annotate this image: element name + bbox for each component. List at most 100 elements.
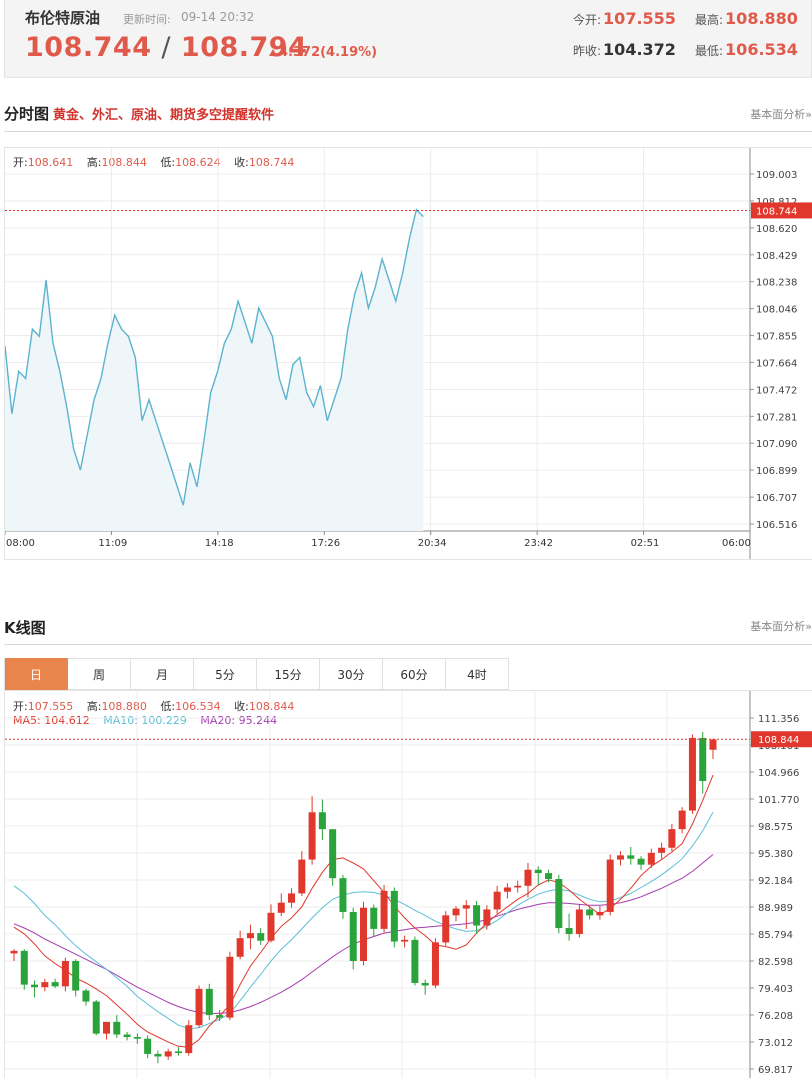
kline-title: K线图 [4, 619, 46, 637]
candle-body [174, 1051, 182, 1054]
x-tick-label: 08:00 [6, 538, 35, 549]
tab-month[interactable]: 月 [131, 658, 194, 690]
last-price-tag [751, 731, 812, 748]
high-stat: 最高: 108.880 [695, 9, 798, 28]
candle-body [699, 737, 707, 782]
low-value: 106.534 [725, 40, 798, 59]
candle-body [226, 956, 234, 1018]
price-change-value: 4.372(4.19%) [279, 45, 378, 60]
low-stat: 最低: 106.534 [695, 40, 798, 59]
ma5-line [13, 774, 714, 1048]
intraday-chart[interactable]: 109.003 108.812 108.620 108.429 108.238 108.0… [5, 148, 812, 559]
candle-body [236, 938, 244, 957]
candle-body [257, 933, 265, 941]
candle-body [627, 855, 635, 859]
high-value: 108.880 [725, 9, 798, 28]
y-tick-label: 109.003 [756, 170, 797, 181]
open-value: 107.555 [603, 9, 676, 28]
high-label: 最高: [695, 13, 724, 27]
candle-body [267, 912, 275, 941]
y-tick-label: 95.380 [758, 849, 793, 860]
candle-body [545, 873, 553, 880]
tab-4hour[interactable]: 4时 [446, 658, 509, 690]
candle-body [51, 982, 59, 987]
kline-section-title: K线图 [4, 617, 46, 638]
intraday-high-value: 108.844 [101, 156, 147, 169]
y-tick-label: 108.429 [756, 251, 797, 262]
candle-body [61, 960, 69, 987]
intraday-promo-link[interactable]: 黄金、外汇、原油、期货多空提醒软件 [53, 108, 275, 123]
y-tick-label: 73.012 [758, 1038, 793, 1049]
intraday-low-label: 低: [160, 156, 176, 169]
candle-body [20, 950, 28, 985]
y-tick-label: 98.575 [758, 822, 793, 833]
intraday-divider [4, 131, 812, 132]
intraday-title: 分时图 [4, 105, 50, 123]
price-change: 4.372(4.19%) [269, 45, 377, 60]
prev-close-label: 昨收: [573, 44, 602, 58]
y-tick-label: 107.664 [756, 358, 797, 369]
candle-body [452, 908, 460, 916]
candle-body [411, 939, 419, 983]
candle-body [82, 990, 90, 1002]
candle-body [318, 812, 326, 830]
x-tick-label: 20:34 [418, 538, 447, 549]
candle-body [462, 905, 470, 909]
x-tick-label: 14:18 [205, 538, 234, 549]
candle-body [349, 911, 357, 961]
candle-body [616, 855, 624, 860]
candle-body [390, 890, 398, 942]
kline-high-label: 高: [86, 700, 102, 713]
x-tick-label: 23:42 [524, 538, 553, 549]
candle-body [514, 885, 522, 888]
candle-body [277, 902, 285, 913]
tab-day[interactable]: 日 [5, 658, 68, 690]
candle-body [41, 982, 49, 988]
x-tick-label: 11:09 [98, 538, 127, 549]
candle-body [185, 1025, 193, 1054]
candle-body [92, 1001, 100, 1034]
arrow-up-icon [269, 49, 277, 56]
open-label: 今开: [573, 13, 602, 27]
candle-body [678, 810, 686, 830]
kline-chart[interactable]: 111.356108.161104.966101.77098.57595.380… [5, 691, 812, 1078]
kline-high-value: 108.880 [101, 700, 147, 713]
kline-divider [4, 644, 812, 645]
kline-open-value: 107.555 [27, 700, 74, 713]
y-tick-label: 104.966 [758, 768, 799, 779]
tab-60min[interactable]: 60分 [383, 658, 446, 690]
tab-15min[interactable]: 15分 [257, 658, 320, 690]
y-tick-label: 108.238 [756, 278, 797, 289]
candle-body [308, 812, 316, 860]
intraday-fundamental-link[interactable]: 基本面分析» [750, 108, 812, 121]
candle-body [113, 1021, 121, 1035]
y-tick-label: 108.620 [756, 224, 797, 235]
tab-30min[interactable]: 30分 [320, 658, 383, 690]
candle-body [483, 909, 491, 926]
candle-body [606, 859, 614, 912]
candle-body [31, 984, 39, 988]
tab-5min[interactable]: 5分 [194, 658, 257, 690]
candle-body [154, 1053, 162, 1057]
price-separator: / [161, 32, 171, 63]
last-price-tag-label: 108.744 [756, 206, 797, 217]
period-tabs: 日 周 月 5分 15分 30分 60分 4时 [4, 658, 509, 690]
kline-fundamental-link[interactable]: 基本面分析» [750, 620, 812, 633]
y-tick-label: 106.899 [756, 466, 797, 477]
ask-price: 108.794 [180, 32, 308, 63]
candle-body [503, 887, 511, 892]
y-tick-label: 88.989 [758, 903, 793, 914]
kline-close-label: 收: [234, 700, 249, 713]
candle-body [565, 928, 573, 934]
y-tick-label: 106.516 [756, 520, 797, 531]
tab-week[interactable]: 周 [68, 658, 131, 690]
prev-close-stat: 昨收: 104.372 [573, 40, 676, 59]
ma5-legend: MA5: 104.612 [13, 714, 90, 727]
candle-body [246, 933, 254, 939]
bid-ask-price: 108.744 / 108.794 [25, 32, 307, 63]
kline-low-value: 106.534 [175, 700, 221, 713]
candle-body [339, 878, 347, 912]
candle-body [380, 890, 388, 929]
price-area [5, 209, 424, 531]
intraday-low-value: 108.624 [175, 156, 221, 169]
